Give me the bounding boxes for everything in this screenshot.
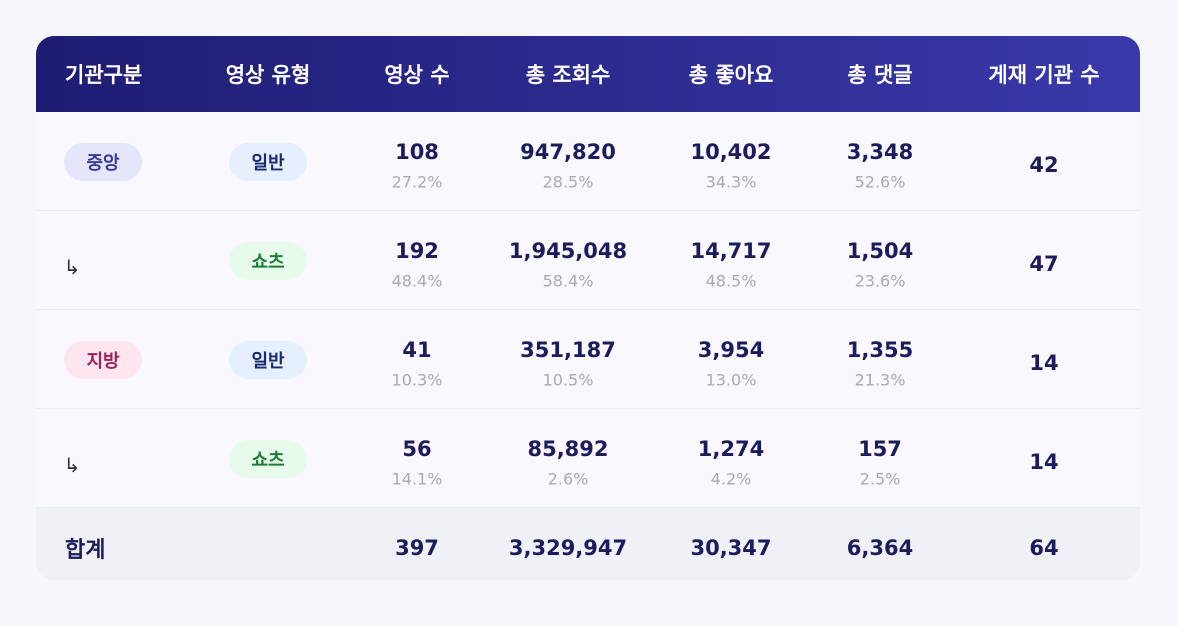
cell-share: 58.4%	[542, 271, 594, 291]
cell-value: 41	[402, 338, 432, 362]
table-row: ↳ 쇼츠 192 48.4% 1,945,048 58.4% 14,717 48.5% 1,50…	[36, 211, 1140, 310]
cell-share: 48.4%	[391, 271, 443, 291]
type-badge: 일반	[229, 143, 307, 181]
cell-value: 1,504	[846, 239, 914, 263]
total-value: 6,364	[846, 536, 914, 560]
cell-share: 28.5%	[542, 172, 594, 192]
institution-count: 42	[1029, 153, 1059, 177]
table-header: 기관구분 영상 유형 영상 수 총 조회수 총 좋아요 총 댓글 게재 기관 수	[36, 36, 1140, 112]
cell-share: 21.3%	[854, 370, 906, 390]
cell-value: 3,954	[697, 338, 765, 362]
type-badge: 일반	[229, 341, 307, 379]
type-badge: 쇼츠	[229, 242, 307, 280]
cell-value: 3,348	[846, 140, 914, 164]
cell-share: 10.3%	[391, 370, 443, 390]
cell-share: 14.1%	[391, 469, 443, 489]
cell-share: 48.5%	[705, 271, 757, 291]
table-row: 지방 일반 41 10.3% 351,187 10.5% 3,954 13.0% 1,355 21…	[36, 310, 1140, 409]
cell-value: 192	[395, 239, 439, 263]
total-row: 합계 397 3,329,947 30,347 6,364 64	[36, 508, 1140, 580]
column-header: 총 좋아요	[688, 63, 774, 87]
cell-share: 2.5%	[859, 469, 901, 489]
cell-value: 1,945,048	[508, 239, 628, 263]
cell-share: 27.2%	[391, 172, 443, 192]
cell-share: 2.6%	[547, 469, 589, 489]
column-header: 영상 유형	[225, 63, 311, 87]
cell-value: 351,187	[520, 338, 616, 362]
cell-value: 108	[395, 140, 439, 164]
cell-share: 52.6%	[854, 172, 906, 192]
total-label: 합계	[65, 538, 106, 563]
table-row: 중앙 일반 108 27.2% 947,820 28.5% 10,402 34.3% 3,348…	[36, 112, 1140, 211]
cell-value: 947,820	[520, 140, 616, 164]
cell-value: 14,717	[690, 239, 772, 263]
cell-value: 1,274	[697, 437, 765, 461]
institution-count: 14	[1029, 351, 1059, 375]
org-badge: 중앙	[64, 143, 142, 181]
cell-value: 157	[858, 437, 902, 461]
cell-share: 10.5%	[542, 370, 594, 390]
org-badge: 지방	[64, 341, 142, 379]
total-value: 3,329,947	[508, 536, 628, 560]
total-value: 397	[395, 536, 439, 560]
sub-row-arrow: ↳	[63, 453, 81, 477]
column-header: 영상 수	[384, 63, 450, 87]
column-header: 게재 기관 수	[988, 63, 1100, 87]
column-header: 기관구분	[65, 63, 143, 87]
cell-share: 23.6%	[854, 271, 906, 291]
cell-value: 10,402	[690, 140, 772, 164]
type-badge: 쇼츠	[229, 440, 307, 478]
column-header: 총 조회수	[525, 63, 611, 87]
institution-count: 47	[1029, 252, 1059, 276]
table-row: ↳ 쇼츠 56 14.1% 85,892 2.6% 1,274 4.2% 157 2.5% 14	[36, 409, 1140, 508]
cell-share: 13.0%	[705, 370, 757, 390]
cell-value: 85,892	[527, 437, 609, 461]
cell-share: 4.2%	[710, 469, 752, 489]
total-value: 30,347	[690, 536, 772, 560]
cell-value: 1,355	[846, 338, 914, 362]
institution-count: 14	[1029, 450, 1059, 474]
sub-row-arrow: ↳	[63, 255, 81, 279]
cell-value: 56	[402, 437, 432, 461]
total-institutions: 64	[1029, 536, 1059, 560]
column-header: 총 댓글	[847, 63, 913, 87]
cell-share: 34.3%	[705, 172, 757, 192]
